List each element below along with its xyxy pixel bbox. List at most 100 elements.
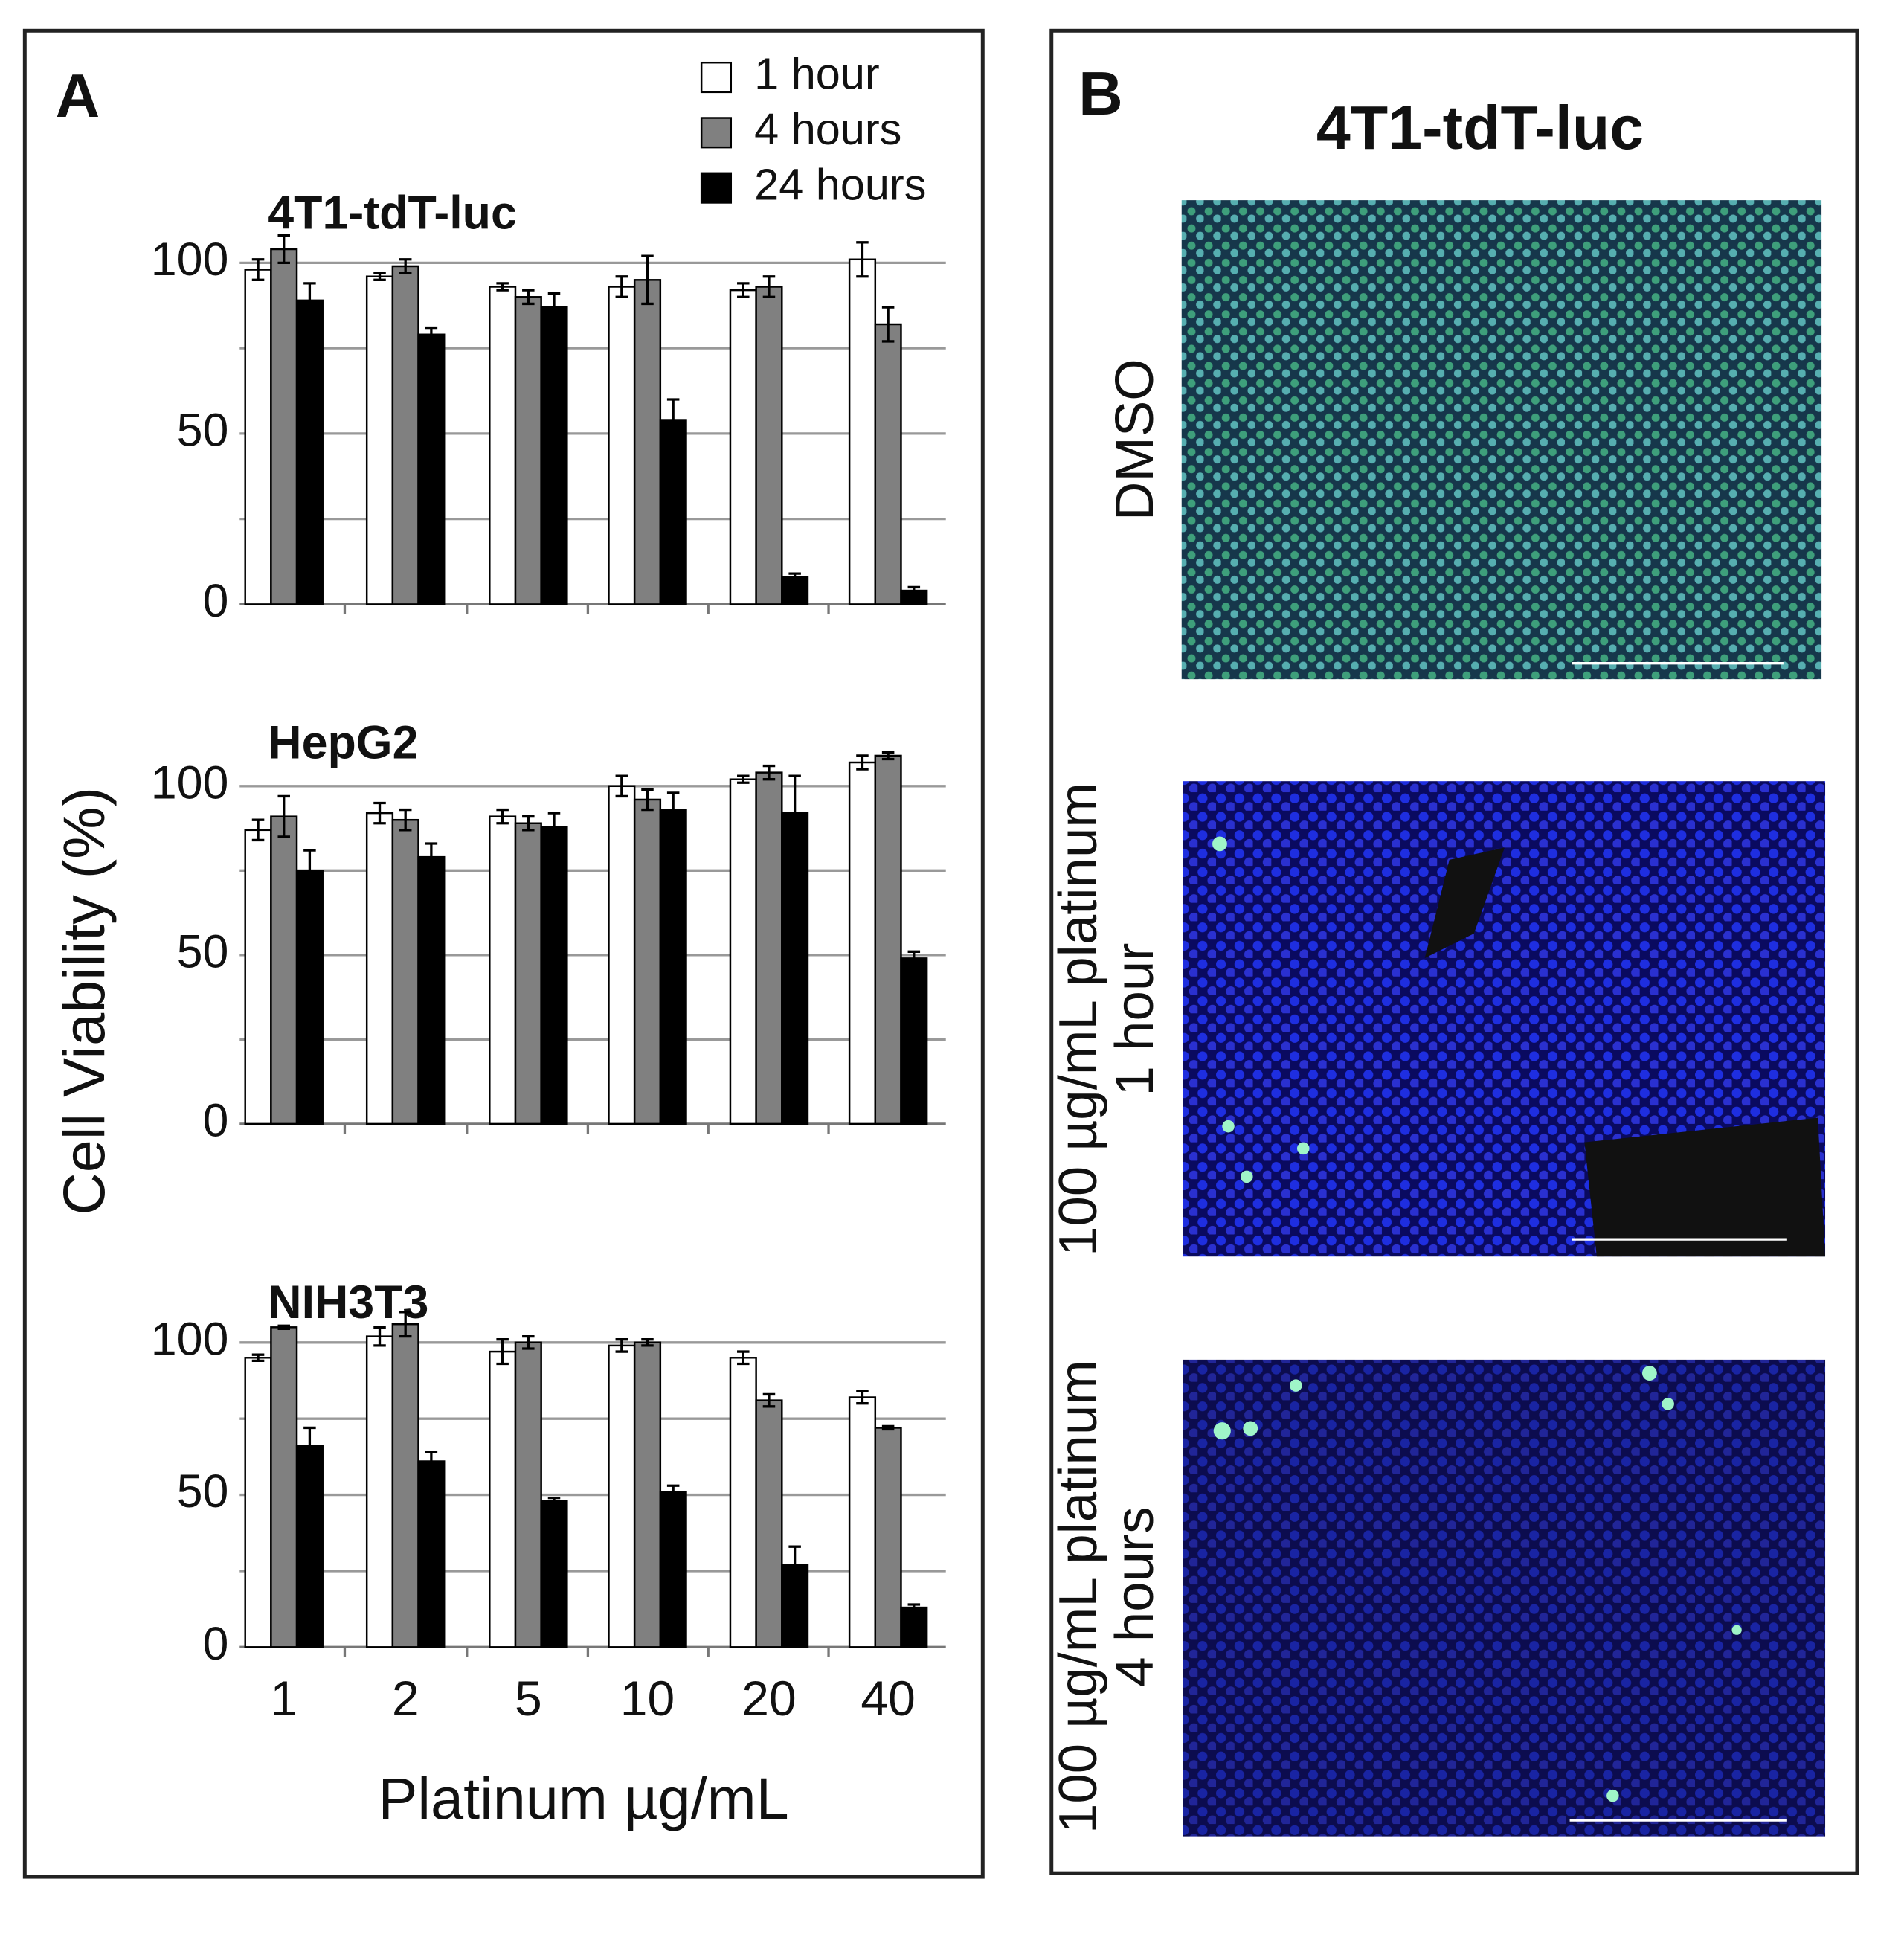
image: [1183, 1359, 1826, 1837]
x-axis-label: Platinum µg/mL: [379, 1765, 789, 1831]
y-tick-label: 100: [151, 1313, 229, 1365]
y-tick-label: 100: [151, 234, 229, 286]
bar: [848, 1396, 877, 1648]
x-tick-label: 1: [270, 1671, 298, 1726]
bar: [270, 815, 298, 1125]
bar: [633, 279, 662, 605]
error-bar: [522, 1334, 535, 1350]
x-tick-label: 20: [742, 1671, 796, 1726]
bar: [244, 829, 272, 1125]
bar: [729, 778, 757, 1125]
bar: [900, 1606, 928, 1648]
x-tick-label: 2: [392, 1671, 419, 1726]
bar: [391, 818, 419, 1125]
bar: [489, 1350, 517, 1648]
error-bar: [856, 754, 869, 771]
micrograph: [1183, 781, 1826, 1257]
bar: [874, 754, 902, 1125]
bar: [659, 809, 687, 1125]
error-bar: [425, 326, 438, 343]
bar: [729, 289, 757, 605]
micrograph: [1181, 200, 1822, 680]
bar: [489, 286, 517, 605]
error-bar: [303, 1426, 316, 1466]
image-label: 100 µg/mL platinum: [1048, 783, 1108, 1256]
bar: [729, 1357, 757, 1648]
error-bar: [881, 751, 895, 761]
panel-label: A: [56, 62, 100, 130]
error-bar: [303, 282, 316, 319]
panel-b-frame: [1049, 28, 1859, 1875]
y-tick-label: 100: [151, 757, 229, 809]
bar: [244, 269, 272, 605]
legend-swatch: [700, 117, 733, 149]
bar: [514, 1341, 542, 1648]
panel-a-frame: [22, 28, 985, 1879]
bar: [391, 265, 419, 605]
image: [1181, 200, 1822, 680]
bar: [755, 286, 783, 605]
error-bar: [496, 808, 509, 825]
legend-swatch: [700, 61, 733, 94]
bar: [365, 812, 394, 1125]
bar: [489, 815, 517, 1125]
error-bar: [251, 818, 265, 842]
error-bar: [522, 289, 535, 306]
image-label: 1 hour: [1104, 943, 1165, 1096]
bar: [365, 1335, 394, 1648]
bar: [848, 761, 877, 1125]
error-bar: [737, 282, 750, 298]
bar: [391, 1323, 419, 1648]
apoptotic-cell: [1731, 1625, 1742, 1635]
error-bar: [641, 1338, 654, 1347]
error-bar: [666, 791, 680, 828]
error-bar: [907, 1603, 921, 1612]
error-bar: [277, 794, 290, 838]
bar: [295, 1445, 324, 1648]
legend-label: 1 hour: [754, 49, 880, 99]
panel-title: 4T1-tdT-luc: [1316, 94, 1644, 162]
bar: [608, 1344, 636, 1648]
error-bar: [277, 1324, 290, 1331]
bar: [608, 286, 636, 605]
error-bar: [425, 1451, 438, 1472]
error-bar: [373, 1326, 386, 1347]
error-bar: [373, 272, 386, 281]
apoptotic-cell: [1222, 1120, 1235, 1133]
panel-label: B: [1078, 60, 1123, 128]
apoptotic-cell: [1213, 1422, 1231, 1440]
bar: [781, 1564, 809, 1648]
bar: [874, 1427, 902, 1648]
error-bar: [615, 1338, 628, 1353]
error-bar: [762, 275, 776, 298]
error-bar: [907, 950, 921, 967]
x-tick-label: 5: [515, 1671, 542, 1726]
x-tick-label: 40: [861, 1671, 915, 1726]
bar: [608, 785, 636, 1125]
x-tick-label: 10: [620, 1671, 675, 1726]
chart-title: HepG2: [268, 717, 418, 769]
error-bar: [496, 282, 509, 292]
bar: [848, 258, 877, 605]
micrograph: [1183, 1359, 1826, 1837]
image-tint: [1181, 200, 1822, 680]
y-tick-label: 0: [203, 1618, 229, 1670]
legend-swatch: [700, 172, 733, 204]
error-bar: [788, 774, 801, 852]
error-bar: [399, 1311, 412, 1338]
bar: [270, 1326, 298, 1648]
error-bar: [641, 254, 654, 306]
y-tick-label: 0: [203, 1094, 229, 1146]
apoptotic-cell: [1606, 1789, 1619, 1802]
image-gap: [1424, 847, 1826, 1257]
legend-label: 4 hours: [754, 104, 901, 154]
error-bar: [856, 1390, 869, 1405]
apoptotic-cell: [1296, 1142, 1310, 1155]
y-tick-label: 0: [203, 575, 229, 627]
error-bar: [762, 764, 776, 781]
error-bar: [856, 241, 869, 278]
apoptotic-cell: [1290, 1379, 1302, 1392]
apoptotic-cell: [1641, 1366, 1657, 1381]
y-tick-label: 50: [177, 1465, 229, 1517]
